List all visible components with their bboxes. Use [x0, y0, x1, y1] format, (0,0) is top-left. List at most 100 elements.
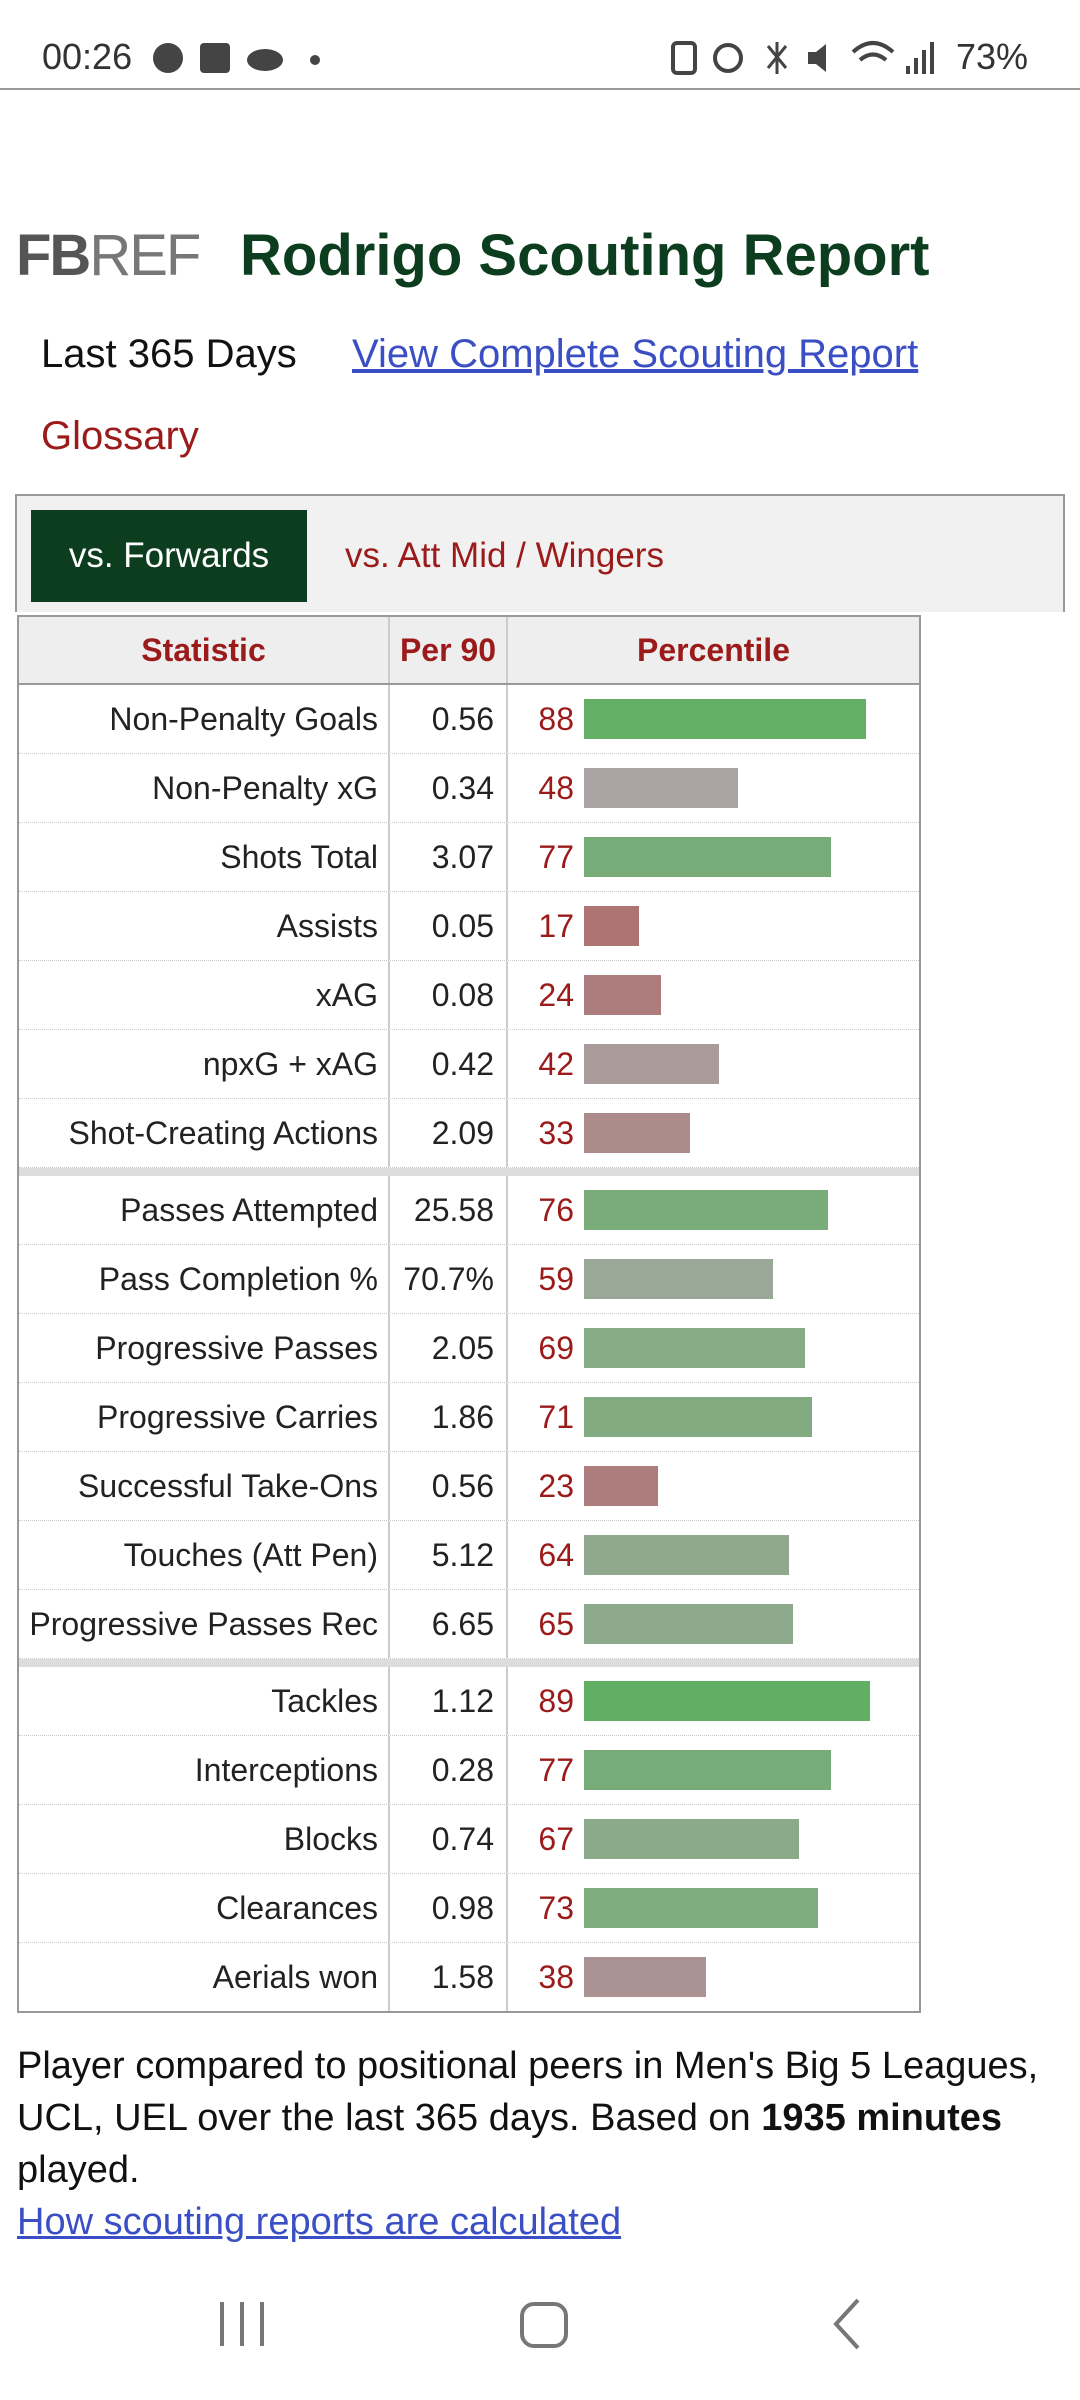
- table-row: Progressive Passes 2.05 69: [19, 1314, 919, 1383]
- logo[interactable]: FBREF: [16, 222, 201, 289]
- percentile-bar: [584, 1681, 870, 1721]
- percentile-bar: [584, 1888, 819, 1928]
- table-row: Tackles 1.12 89: [19, 1659, 919, 1736]
- per-90: 0.98: [390, 1874, 508, 1942]
- percentile-cell: 77: [508, 823, 919, 891]
- note-text: played.: [17, 2149, 140, 2191]
- table-row: Assists 0.05 17: [19, 892, 919, 961]
- per-90: 0.08: [390, 961, 508, 1029]
- percentile: 77: [538, 838, 574, 875]
- percentile-bar: [584, 1328, 806, 1368]
- per-90: 3.07: [390, 823, 508, 891]
- table-row: Interceptions 0.28 77: [19, 1736, 919, 1805]
- percentile-cell: 42: [508, 1030, 919, 1098]
- statistic: npxG + xAG: [19, 1030, 390, 1098]
- tab-active[interactable]: vs. Forwards: [31, 510, 307, 602]
- statistic: Blocks: [19, 1805, 390, 1873]
- percentile-cell: 67: [508, 1805, 919, 1873]
- percentile: 69: [538, 1329, 574, 1366]
- percentile-cell: 71: [508, 1383, 919, 1451]
- per-90: 1.12: [390, 1667, 508, 1735]
- per-90: 2.05: [390, 1314, 508, 1382]
- percentile-cell: 48: [508, 754, 919, 822]
- percentile-cell: 77: [508, 1736, 919, 1804]
- table-row: Blocks 0.74 67: [19, 1805, 919, 1874]
- per-90: 2.09: [390, 1099, 508, 1167]
- per-90: 1.58: [390, 1943, 508, 2011]
- table-row: Passes Attempted 25.58 76: [19, 1168, 919, 1245]
- percentile: 67: [538, 1820, 574, 1857]
- percentile: 23: [538, 1467, 574, 1504]
- percentile-cell: 38: [508, 1943, 919, 2011]
- percentile-bar: [584, 768, 739, 808]
- header-row: Statistic Per 90 Percentile: [19, 617, 919, 685]
- table-row: Non-Penalty Goals 0.56 88: [19, 685, 919, 754]
- per-90: 1.86: [390, 1383, 508, 1451]
- table-row: Aerials won 1.58 38: [19, 1943, 919, 2011]
- percentile-cell: 17: [508, 892, 919, 960]
- per-90: 70.7%: [390, 1245, 508, 1313]
- percentile-cell: 88: [508, 685, 919, 753]
- percentile-bar: [584, 1750, 832, 1790]
- statistic: Successful Take-Ons: [19, 1452, 390, 1520]
- per-90: 0.05: [390, 892, 508, 960]
- statistic: Passes Attempted: [19, 1176, 390, 1244]
- percentile: 77: [538, 1751, 574, 1788]
- statistic: Progressive Carries: [19, 1383, 390, 1451]
- glossary-link[interactable]: Glossary: [41, 414, 199, 458]
- percentile-bar: [584, 1113, 690, 1153]
- table-row: Touches (Att Pen) 5.12 64: [19, 1521, 919, 1590]
- table-row: Non-Penalty xG 0.34 48: [19, 754, 919, 823]
- statistic: Non-Penalty xG: [19, 754, 390, 822]
- percentile-bar: [584, 1190, 828, 1230]
- percentile: 76: [538, 1191, 574, 1228]
- column-header: Statistic: [19, 617, 390, 683]
- column-header: Percentile: [637, 631, 790, 668]
- statistic: Touches (Att Pen): [19, 1521, 390, 1589]
- percentile-cell: 64: [508, 1521, 919, 1589]
- table-row: Shot-Creating Actions 2.09 33: [19, 1099, 919, 1168]
- per-90: 0.74: [390, 1805, 508, 1873]
- percentile-bar: [584, 837, 832, 877]
- percentile-bar: [584, 1535, 790, 1575]
- table-row: xAG 0.08 24: [19, 961, 919, 1030]
- percentile: 42: [538, 1045, 574, 1082]
- table-row: Successful Take-Ons 0.56 23: [19, 1452, 919, 1521]
- statistic: Shots Total: [19, 823, 390, 891]
- status-icons: [153, 43, 320, 73]
- percentile-bar: [584, 1044, 719, 1084]
- percentile-bar: [584, 1819, 800, 1859]
- tab[interactable]: vs. Att Mid / Wingers: [345, 536, 664, 575]
- percentile-bar: [584, 1604, 793, 1644]
- table-row: npxG + xAG 0.42 42: [19, 1030, 919, 1099]
- percentile-cell: 33: [508, 1099, 919, 1167]
- percentile-bar: [584, 1957, 706, 1997]
- percentile-cell: 69: [508, 1314, 919, 1382]
- percentile-bar: [584, 1397, 812, 1437]
- scouting-table: Statistic Per 90 Percentile Non-Penalty …: [17, 615, 921, 2013]
- percentile: 64: [538, 1536, 574, 1573]
- method-link[interactable]: How scouting reports are calculated: [17, 2201, 622, 2243]
- table-row: Progressive Passes Rec 6.65 65: [19, 1590, 919, 1659]
- statistic: Shot-Creating Actions: [19, 1099, 390, 1167]
- period-label: Last 365 Days: [41, 332, 297, 376]
- table-row: Shots Total 3.07 77: [19, 823, 919, 892]
- statistic: xAG: [19, 961, 390, 1029]
- logo-part: FB: [16, 223, 91, 288]
- statistic: Assists: [19, 892, 390, 960]
- statistic: Tackles: [19, 1667, 390, 1735]
- complete-report-link[interactable]: View Complete Scouting Report: [352, 332, 919, 376]
- system-icons: [671, 41, 934, 75]
- per-90: 0.28: [390, 1736, 508, 1804]
- clock: 00:26: [42, 36, 133, 77]
- percentile-cell: 73: [508, 1874, 919, 1942]
- per-90: 5.12: [390, 1521, 508, 1589]
- percentile: 33: [538, 1114, 574, 1151]
- percentile-bar: [584, 975, 662, 1015]
- percentile: 73: [538, 1889, 574, 1926]
- per-90: 0.42: [390, 1030, 508, 1098]
- per-90: 0.56: [390, 1452, 508, 1520]
- note-minutes: 1935 minutes: [761, 2097, 1003, 2139]
- percentile-bar: [584, 1466, 658, 1506]
